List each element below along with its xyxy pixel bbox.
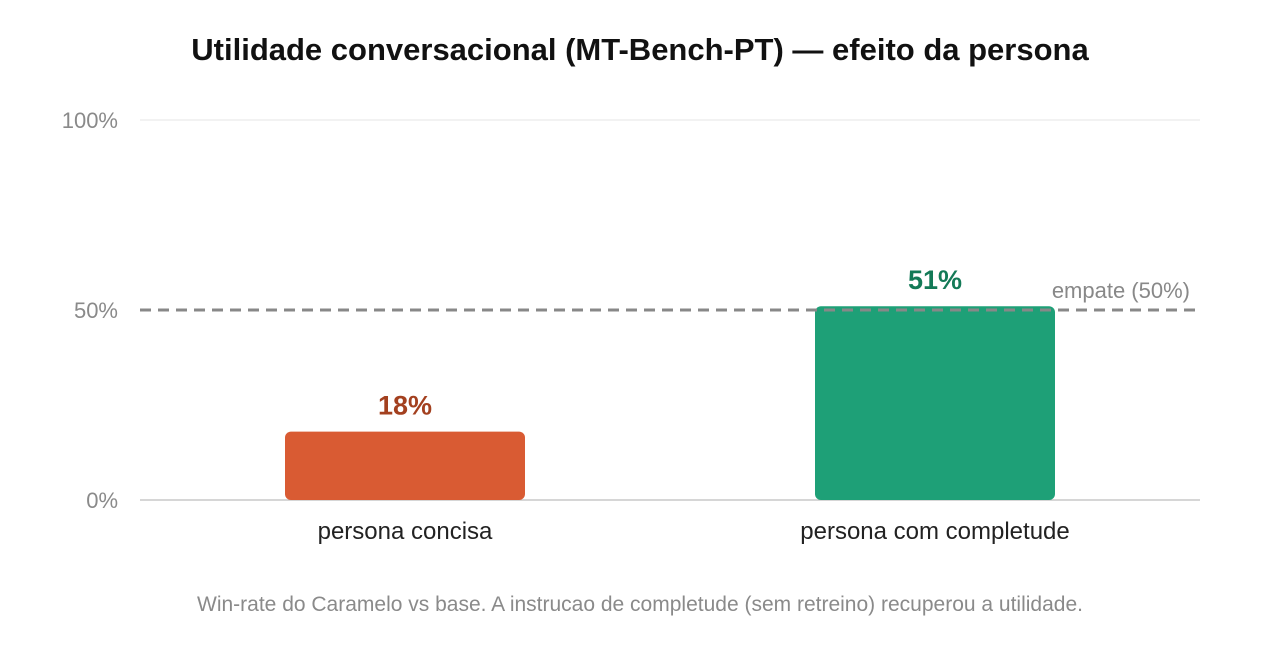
- y-tick-label: 100%: [62, 108, 118, 133]
- bars: [285, 306, 1055, 500]
- reference-line-label: empate (50%): [1052, 278, 1190, 303]
- x-axis-ticks: persona concisa persona com completude: [318, 518, 1070, 545]
- reference-line-group: empate (50%): [140, 278, 1200, 312]
- value-labels: 18% 51%: [378, 265, 962, 420]
- chart-caption: Win-rate do Caramelo vs base. A instruca…: [197, 593, 1083, 616]
- bar: [815, 306, 1055, 500]
- chart-title: Utilidade conversacional (MT-Bench-PT) —…: [191, 32, 1089, 67]
- y-tick-label: 0%: [86, 488, 118, 513]
- y-tick-label: 50%: [74, 298, 118, 323]
- bar-value-label: 51%: [908, 265, 962, 295]
- y-axis-ticks: 0% 50% 100%: [62, 108, 118, 513]
- x-tick-label: persona com completude: [800, 518, 1069, 545]
- x-tick-label: persona concisa: [318, 518, 493, 545]
- bar-value-label: 18%: [378, 391, 432, 421]
- bar: [285, 431, 525, 500]
